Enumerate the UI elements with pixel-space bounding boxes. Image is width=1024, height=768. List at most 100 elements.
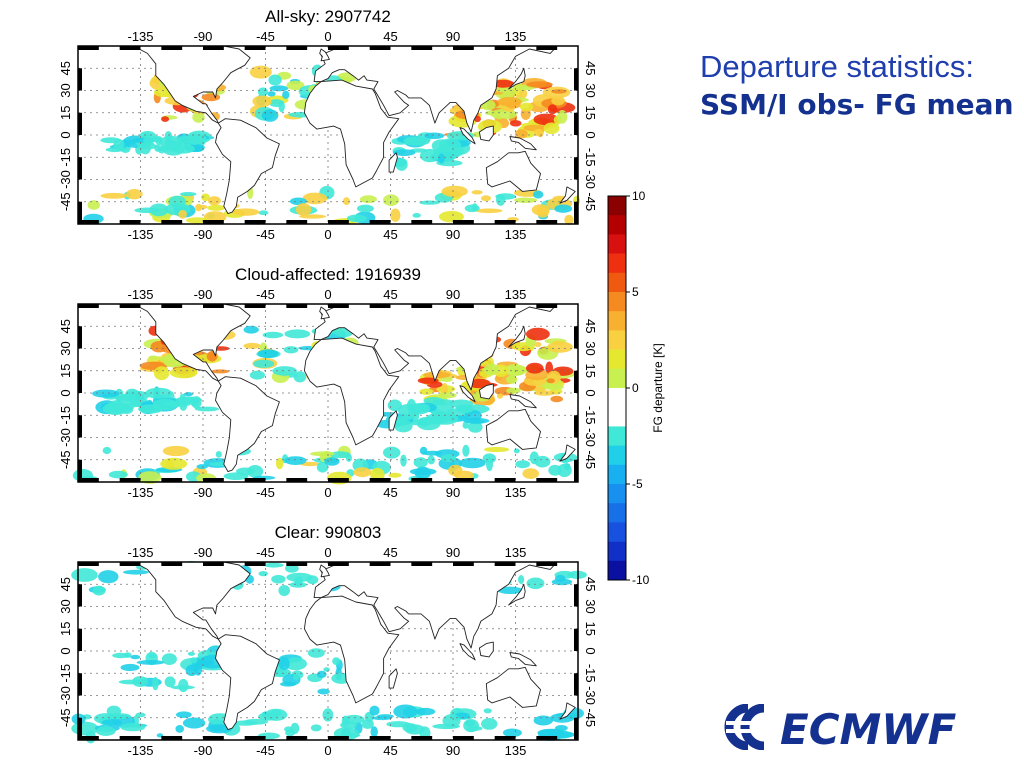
border-segment — [78, 478, 99, 482]
departure-blob — [526, 81, 553, 88]
departure-blob — [98, 570, 119, 584]
departure-blob — [420, 148, 440, 163]
border-segment — [411, 304, 433, 308]
departure-blob — [441, 185, 468, 198]
departure-blob — [247, 465, 264, 478]
departure-blob — [550, 395, 563, 403]
departure-blob — [323, 667, 330, 672]
departure-blob — [442, 714, 461, 728]
lon-tick-label-bottom: -90 — [194, 743, 213, 758]
departure-blob — [284, 329, 311, 339]
departure-blob — [105, 147, 125, 153]
lat-tick-label-left: -15 — [58, 664, 73, 683]
lon-tick-label-top: 0 — [324, 29, 331, 44]
lat-tick-label-right: 45 — [583, 61, 598, 75]
departure-blob — [269, 99, 284, 108]
colorbar-tick-label: -10 — [632, 573, 650, 587]
border-segment — [161, 736, 183, 740]
land-uk — [319, 564, 330, 578]
border-segment — [78, 68, 82, 91]
departure-blob — [268, 74, 282, 86]
departure-blob — [361, 719, 374, 729]
colorbar-segment — [608, 445, 626, 466]
departure-blob — [149, 203, 169, 217]
border-segment — [411, 478, 433, 482]
departure-blob — [138, 471, 162, 484]
departure-blob — [249, 65, 272, 79]
border-segment — [78, 201, 82, 224]
lat-tick-label-left: 30 — [58, 341, 73, 355]
border-segment — [78, 157, 82, 180]
border-segment — [78, 326, 82, 349]
coastlines — [94, 561, 579, 731]
departure-blob — [371, 716, 393, 721]
departure-blob — [481, 195, 491, 202]
colorbar-label: FG departure [K] — [651, 343, 665, 432]
heading-line2: SSM/I obs- FG mean — [700, 88, 1014, 121]
departure-blob — [424, 132, 445, 140]
border-segment — [453, 478, 474, 482]
departure-blob — [310, 724, 322, 732]
departure-blob — [492, 79, 515, 88]
lon-tick-label-bottom: 45 — [383, 227, 397, 242]
border-segment — [286, 304, 308, 308]
lat-tick-label-right: 30 — [583, 83, 598, 97]
land-australia — [485, 666, 541, 708]
border-segment — [574, 459, 578, 482]
departure-blob — [464, 204, 480, 213]
lon-tick-label-top: 45 — [383, 29, 397, 44]
departure-blob — [537, 347, 551, 356]
border-segment — [328, 562, 349, 566]
departure-blob — [536, 206, 549, 218]
departure-blob — [405, 136, 419, 143]
departure-blob — [392, 149, 416, 157]
lon-tick-label-bottom: 45 — [383, 485, 397, 500]
departure-blob — [170, 685, 195, 690]
departure-blob — [283, 346, 299, 354]
lat-tick-label-left: 15 — [58, 364, 73, 378]
border-segment — [536, 46, 558, 50]
departure-blob — [307, 648, 325, 658]
departure-blob — [145, 387, 173, 399]
departure-blob — [415, 707, 436, 716]
land-south-america — [215, 634, 280, 731]
lon-tick-label-bottom: 0 — [324, 485, 331, 500]
border-segment — [453, 220, 474, 224]
border-segment — [203, 46, 224, 50]
border-segment — [78, 562, 99, 566]
departure-blob — [462, 444, 470, 457]
departure-blob — [169, 367, 198, 379]
border-segment — [574, 370, 578, 393]
map-panel-2: Cloud-affected: 1916939 -135 -135 -90 -90 -45… — [58, 265, 598, 500]
departure-blob — [551, 96, 565, 106]
lon-tick-label-top: -135 — [127, 29, 153, 44]
colorbar-segment — [608, 253, 626, 274]
departure-blob — [100, 192, 128, 199]
departure-blob — [518, 575, 525, 584]
colorbar-segment — [608, 541, 626, 562]
departure-blob — [486, 457, 493, 472]
departure-blob — [264, 708, 288, 721]
departure-blob — [282, 90, 290, 99]
border-segment — [244, 736, 266, 740]
land-madagascar — [388, 152, 398, 173]
departure-blob — [130, 654, 141, 660]
border-segment — [119, 220, 141, 224]
lon-tick-label-top: 0 — [324, 287, 331, 302]
departure-blob — [506, 387, 521, 394]
lat-tick-label-right: -45 — [583, 708, 598, 727]
lon-tick-label-bottom: -45 — [256, 743, 275, 758]
lat-tick-label-right: 15 — [583, 622, 598, 636]
border-segment — [494, 562, 516, 566]
lon-tick-label-bottom: 0 — [324, 227, 331, 242]
departure-blob — [286, 80, 305, 91]
map-border-ticks — [78, 304, 578, 482]
coastlines — [94, 45, 579, 215]
departure-blob — [272, 366, 297, 376]
departure-blob — [359, 195, 377, 204]
departure-blob — [316, 462, 329, 473]
departure-blob — [175, 725, 184, 733]
coastlines — [94, 303, 579, 473]
departure-blob — [533, 128, 544, 137]
border-segment — [119, 562, 141, 566]
